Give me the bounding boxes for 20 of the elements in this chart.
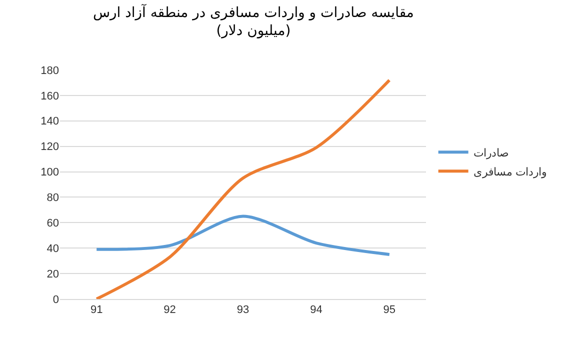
x-tick-label: 94 — [310, 304, 322, 316]
y-tick-label: 140 — [40, 116, 59, 128]
line-series — [95, 214, 391, 256]
y-tick-label: 120 — [40, 141, 59, 154]
y-tick-label: 20 — [46, 268, 59, 280]
y-tick-label: 160 — [40, 90, 59, 102]
chart-title: مقایسه صادرات و واردات مسافری در منطقه آزاد ارس (میلیون دلار) — [92, 2, 414, 40]
legend-label: صادرات — [473, 147, 508, 160]
x-tick-label: 93 — [236, 304, 250, 316]
x-tick-label: 92 — [164, 304, 176, 316]
y-tick-label: 0 — [52, 294, 59, 306]
legend-label: واردات مسافری — [473, 166, 546, 178]
y-tick-label: 60 — [46, 218, 59, 230]
y-tick-label: 80 — [46, 192, 59, 204]
x-tick-label: 95 — [383, 304, 396, 316]
y-tick-label: 100 — [40, 166, 59, 179]
y-tick-label: 180 — [40, 64, 59, 77]
y-tick-label: 40 — [46, 242, 59, 255]
x-tick-label: 91 — [90, 304, 103, 316]
line-series — [95, 78, 391, 299]
